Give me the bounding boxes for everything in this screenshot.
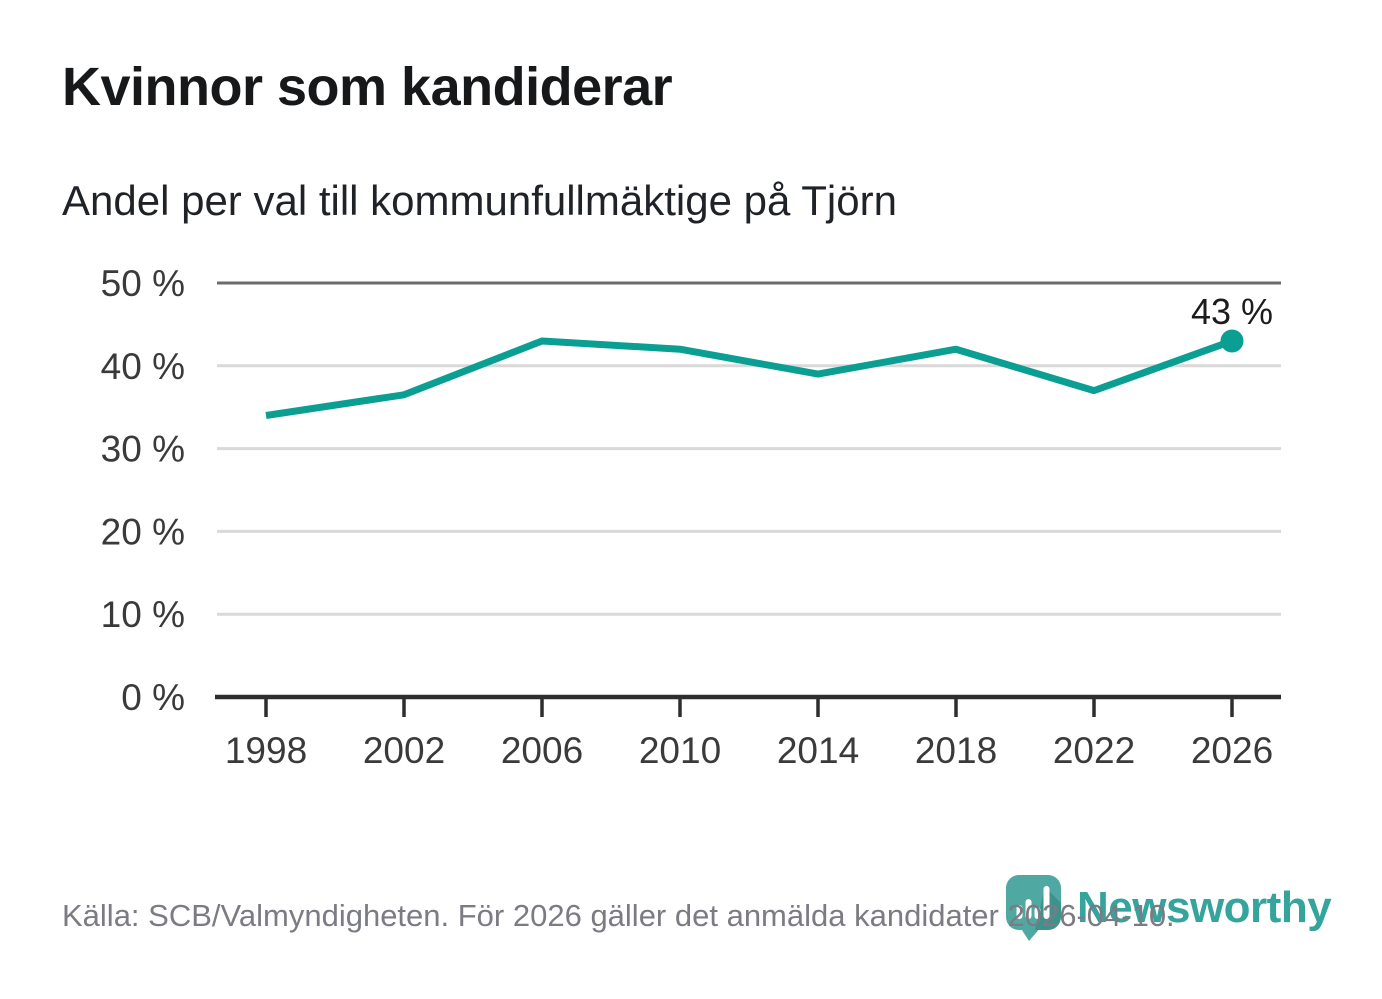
x-axis-label: 1998 <box>225 730 307 771</box>
x-axis-label: 2002 <box>363 730 445 771</box>
newsworthy-logo-text: Newsworthy <box>1077 883 1332 932</box>
y-axis-label: 20 % <box>101 511 185 552</box>
x-axis-label: 2018 <box>915 730 997 771</box>
newsworthy-logo-icon <box>1006 875 1061 941</box>
data-line <box>265 337 1234 419</box>
end-point-marker <box>1220 329 1244 353</box>
logo-bar-chart-glyph <box>1016 886 1050 919</box>
line-chart: 0 % 10 % 20 % 30 % 40 % 50 % 1998 2002 2006 2010 2… <box>101 263 1281 771</box>
end-point-value-label: 43 % <box>1191 291 1273 332</box>
y-axis-label: 40 % <box>101 346 185 387</box>
y-axis-label: 50 % <box>101 263 185 304</box>
y-axis-label: 30 % <box>101 429 185 470</box>
x-axis-label: 2014 <box>777 730 859 771</box>
y-axis-label: 0 % <box>121 677 185 718</box>
chart-title: Kvinnor som kandiderar <box>62 57 673 117</box>
newsworthy-logo: Newsworthy <box>1005 874 1332 942</box>
y-axis-label: 10 % <box>101 594 185 635</box>
x-axis-label: 2010 <box>639 730 721 771</box>
x-axis-label: 2026 <box>1191 730 1273 771</box>
chart-subtitle: Andel per val till kommunfullmäktige på … <box>62 177 897 224</box>
logo-bubble-tail <box>1020 927 1041 941</box>
source-note: Källa: SCB/Valmyndigheten. För 2026 gäll… <box>62 898 1175 933</box>
x-axis-label: 2006 <box>501 730 583 771</box>
x-axis-label: 2022 <box>1053 730 1135 771</box>
